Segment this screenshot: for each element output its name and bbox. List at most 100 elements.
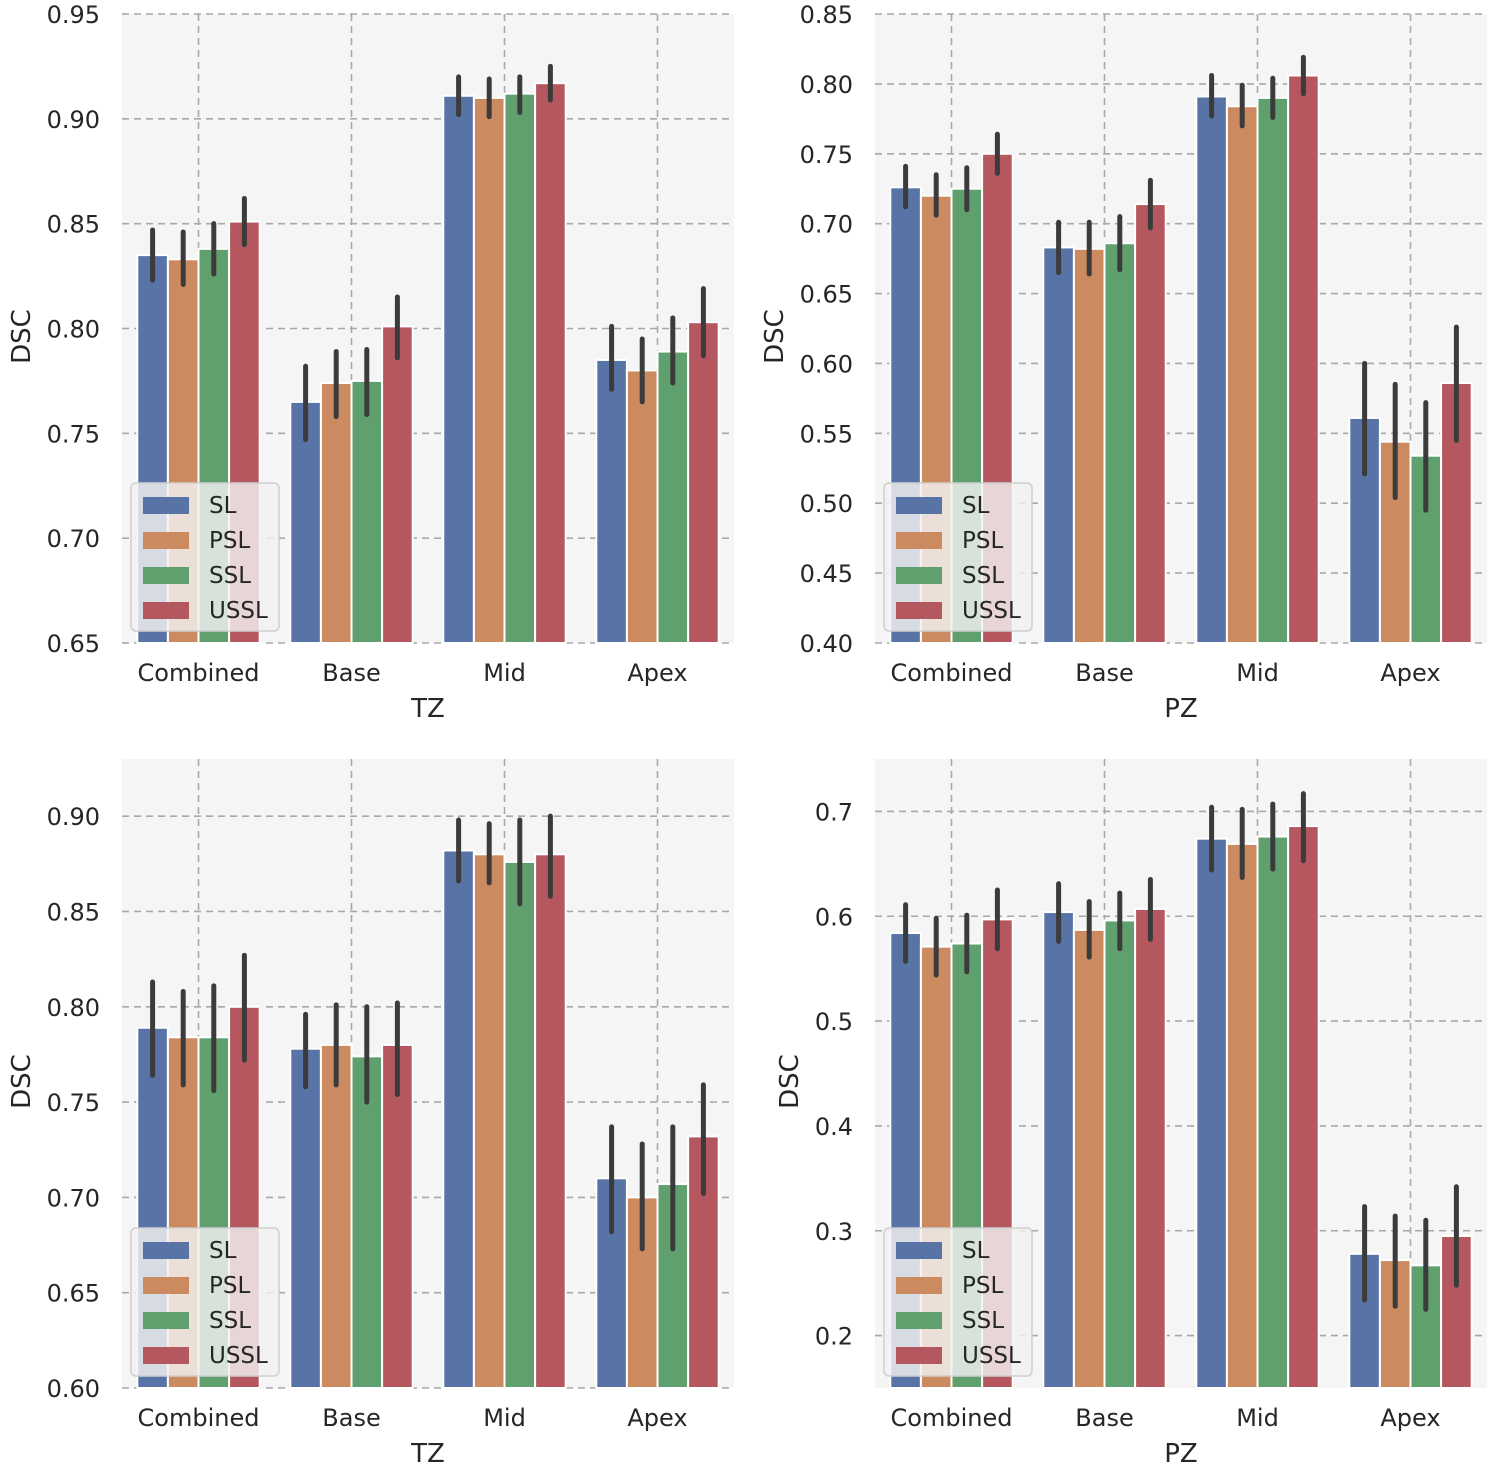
bar-ssl-mid [503,860,537,1389]
y-tick-label: 0.90 [47,106,100,134]
legend-swatch-psl [143,532,189,549]
x-tick-label: Combined [891,1404,1013,1432]
bar-psl-base [1072,247,1106,644]
y-tick-label: 0.50 [800,490,853,518]
legend-label-sl: SL [209,493,237,519]
x-tick-label: Combined [138,659,260,687]
bar-ussl-mid [534,82,567,644]
bar-ssl-base [350,379,384,644]
legend-label-ussl: USSL [962,1343,1021,1369]
bar-sl-apex [595,358,628,644]
legend-swatch-psl [143,1277,189,1294]
chart-panel-4: 0.2 0.3 0.4 0.5 0.6 0.7 Combined Base Mid Apex PZ D… [775,759,1487,1469]
legend-label-ussl: USSL [209,598,268,624]
x-tick-label: Apex [627,659,687,687]
y-tick-label: 0.75 [47,1089,100,1117]
x-tick-label: Combined [138,1404,260,1432]
legend-label-psl: PSL [209,1273,250,1299]
bar-ssl-mid [503,92,537,644]
y-tick-label: 0.65 [800,281,853,309]
x-tick-label: Mid [483,1404,526,1432]
legend-label-psl: PSL [209,528,250,554]
x-tick-label: Mid [1236,659,1279,687]
y-tick-label: 0.65 [47,1280,100,1308]
legend-label-ussl: USSL [209,1343,268,1369]
y-tick-label: 0.40 [800,630,853,658]
bar-ussl-mid [534,853,567,1389]
legend-box [130,1227,280,1377]
x-tick-label: Base [1075,659,1133,687]
y-tick-label: 0.80 [800,71,853,99]
legend-swatch-psl [896,1277,942,1294]
bar-ssl-base [1103,919,1137,1390]
y-tick-label: 0.7 [815,798,853,826]
bar-psl-base [319,382,353,644]
chart-panel-3: 0.60 0.65 0.70 0.75 0.80 0.85 0.90 Combined Base… [7,759,734,1469]
bar-psl-mid [1225,105,1259,644]
legend: SL PSL SSL USSL [130,1227,280,1377]
legend-swatch-sl [143,497,189,514]
y-tick-label: 0.60 [800,350,853,378]
x-tick-label: Combined [891,659,1013,687]
bar-psl-mid [472,96,506,645]
y-tick-label: 0.85 [47,211,100,239]
legend-swatch-ssl [896,567,942,584]
legend-box [130,482,280,632]
legend-swatch-ussl [143,602,189,619]
y-tick-label: 0.80 [47,316,100,344]
bar-ssl-apex [656,350,690,644]
legend-box [883,1227,1033,1377]
legend: SL PSL SSL USSL [883,482,1033,632]
legend-box [883,482,1033,632]
bar-psl-apex [625,369,659,644]
x-tick-label: Apex [1380,659,1440,687]
y-tick-label: 0.85 [800,1,853,29]
bar-ssl-base [350,1055,384,1389]
y-tick-label: 0.70 [800,211,853,239]
y-tick-label: 0.60 [47,1375,100,1403]
bar-ussl-apex [687,321,720,644]
y-tick-label: 0.6 [815,903,853,931]
bar-sl-mid [1195,837,1228,1389]
legend-label-ssl: SSL [962,563,1004,589]
bar-ssl-mid [1256,835,1290,1389]
y-tick-label: 0.2 [815,1323,853,1351]
bar-psl-base [319,1043,353,1389]
legend-swatch-ussl [896,602,942,619]
bar-sl-base [1042,246,1075,644]
legend-label-ussl: USSL [962,598,1021,624]
y-tick-label: 0.55 [800,420,853,448]
bar-sl-mid [442,849,475,1389]
y-axis-label: DSC [775,1054,805,1109]
x-tick-label: Base [322,1404,380,1432]
y-tick-label: 0.70 [47,1184,100,1212]
legend-swatch-sl [896,1242,942,1259]
x-tick-label: Apex [1380,1404,1440,1432]
bar-ussl-base [1134,907,1167,1390]
bar-psl-mid [1225,842,1259,1389]
y-tick-label: 0.5 [815,1008,853,1036]
legend-label-sl: SL [209,1238,237,1264]
legend-label-psl: PSL [962,1273,1003,1299]
legend-swatch-psl [896,532,942,549]
chart-panel-1: 0.65 0.70 0.75 0.80 0.85 0.90 0.95 Combined Base… [7,1,734,724]
bar-sl-mid [1195,95,1228,645]
y-tick-label: 0.70 [47,525,100,553]
x-axis-label: PZ [1164,694,1198,724]
bar-ussl-base [381,325,414,644]
bar-ussl-base [1134,203,1167,644]
x-axis-label: TZ [410,1439,445,1469]
legend-label-sl: SL [962,493,990,519]
y-tick-label: 0.45 [800,560,853,588]
legend-label-sl: SL [962,1238,990,1264]
legend-swatch-ussl [896,1347,942,1364]
y-tick-label: 0.4 [815,1113,853,1141]
legend-swatch-sl [143,1242,189,1259]
legend-swatch-sl [896,497,942,514]
y-tick-label: 0.95 [47,1,100,29]
y-axis-label: DSC [7,1054,37,1109]
y-axis-label: DSC [7,309,37,364]
y-tick-label: 0.75 [800,141,853,169]
x-axis-label: TZ [410,694,445,724]
